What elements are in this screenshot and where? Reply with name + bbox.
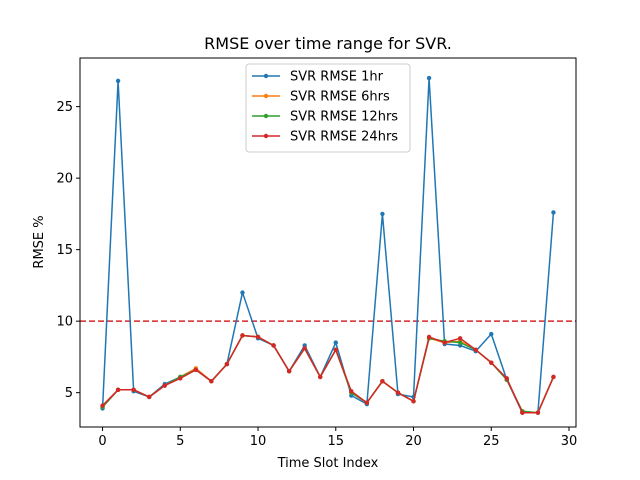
y-axis-title: RMSE %	[32, 215, 47, 268]
data-point	[224, 361, 230, 367]
data-point	[520, 410, 525, 415]
data-point	[426, 75, 432, 81]
legend-swatch-marker	[263, 133, 269, 139]
data-point	[349, 389, 354, 394]
legend-swatch-marker	[263, 113, 269, 119]
x-tick-label: 15	[328, 434, 345, 449]
y-tick-label: 15	[56, 243, 73, 258]
data-point	[426, 334, 432, 340]
data-point	[115, 78, 121, 84]
legend-swatch-marker	[263, 73, 269, 79]
data-point	[178, 376, 183, 381]
data-point	[442, 340, 447, 345]
data-point	[131, 387, 136, 393]
chart-title: RMSE over time range for SVR.	[204, 34, 452, 53]
y-tick-label: 25	[56, 100, 73, 115]
x-tick-label: 0	[98, 434, 106, 449]
plot-area	[80, 75, 576, 415]
data-point	[333, 347, 338, 352]
legend-label: SVR RMSE 6hrs	[290, 90, 390, 105]
data-point	[504, 376, 510, 381]
data-point	[286, 369, 292, 374]
data-point	[240, 333, 245, 338]
x-tick-label: 25	[483, 434, 500, 449]
legend: SVR RMSE 1hr SVR RMSE 6hrs SVR RMSE 12hrs S…	[245, 63, 411, 153]
data-point	[380, 211, 385, 217]
data-point	[240, 290, 245, 295]
data-point	[193, 367, 199, 372]
data-point	[318, 374, 323, 380]
data-point	[115, 387, 121, 393]
x-tick-label: 5	[176, 434, 184, 449]
y-tick-label: 20	[56, 172, 73, 187]
data-point	[100, 403, 105, 408]
data-point	[255, 334, 261, 340]
data-point	[333, 340, 338, 345]
data-point	[146, 394, 152, 400]
data-point	[489, 331, 494, 337]
data-point	[209, 379, 214, 384]
x-axis-title: Time Slot Index	[277, 456, 379, 471]
legend-swatch-marker	[263, 93, 269, 99]
series-line-4	[102, 334, 555, 414]
data-point	[551, 210, 556, 215]
plot-frame	[79, 57, 577, 428]
x-tick-label: 30	[561, 434, 578, 449]
data-point	[271, 343, 276, 348]
data-point	[395, 390, 401, 395]
data-point	[457, 340, 463, 345]
x-tick-label: 10	[250, 434, 267, 449]
data-point	[380, 379, 385, 384]
legend-label: SVR RMSE 1hr	[290, 70, 384, 85]
axis-ticks: 0 5 10 15 20 25 30 5 10 15 20 25	[56, 100, 577, 449]
data-point	[473, 347, 478, 352]
data-point	[457, 336, 463, 341]
legend-box	[245, 63, 411, 153]
legend-label: SVR RMSE 12hrs	[290, 110, 398, 125]
data-point	[489, 360, 494, 365]
x-tick-label: 20	[405, 434, 422, 449]
y-tick-label: 5	[65, 386, 73, 401]
data-point	[302, 346, 307, 351]
data-point	[364, 400, 370, 405]
y-tick-label: 10	[56, 315, 73, 330]
legend-label: SVR RMSE 24hrs	[290, 130, 398, 145]
data-point	[162, 383, 167, 388]
data-point	[411, 399, 416, 404]
data-point	[551, 374, 556, 380]
data-point	[535, 410, 541, 415]
